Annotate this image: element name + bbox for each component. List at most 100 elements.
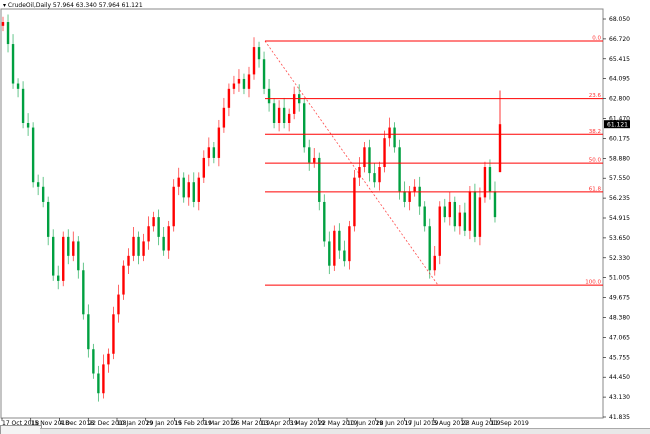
bull-candle [202, 157, 206, 178]
bear-candle [87, 314, 90, 350]
y-tick-label: 64.095 [609, 76, 630, 83]
bear-candle [453, 201, 457, 227]
bull-candle [207, 147, 211, 158]
y-tick-label: 49.675 [609, 295, 630, 302]
bear-candle [46, 201, 50, 237]
y-tick-label: 41.835 [609, 414, 630, 421]
bear-candle [36, 182, 40, 187]
y-tick-label: 45.755 [609, 354, 630, 361]
x-tick-label: 17 Oct 2018 [2, 420, 39, 427]
y-tick-label: 66.720 [609, 36, 630, 43]
bear-candle [157, 217, 160, 237]
x-tick-label: 10 Jan 2019 [117, 420, 153, 427]
bull-candle [433, 255, 436, 271]
bull-candle [1, 22, 5, 26]
x-tick-label: 5 Aug 2019 [433, 420, 468, 427]
bear-candle [212, 147, 216, 158]
bull-candle [348, 226, 351, 262]
bear-candle [31, 127, 35, 183]
bear-candle [26, 122, 30, 128]
bull-candle [117, 294, 120, 315]
bull-candle [232, 83, 236, 89]
chart-title: ▾ CrudeOil,Daily 57.964 63.340 57.964 61… [3, 2, 143, 9]
bear-candle [192, 182, 195, 202]
y-tick-label: 61.470 [609, 116, 630, 123]
bull-candle [483, 167, 487, 198]
bear-candle [6, 22, 10, 45]
x-tick-label: 26 Mar 2019 [232, 420, 270, 427]
bear-candle [21, 88, 25, 123]
y-tick-label: 56.235 [609, 195, 630, 202]
bull-candle [353, 177, 356, 227]
y-tick-label: 60.175 [609, 135, 630, 142]
bull-candle [498, 124, 502, 173]
horizontal-scrollbar[interactable] [40, 428, 650, 434]
bull-candle [333, 230, 336, 266]
bull-candle [62, 236, 65, 281]
bull-candle [358, 167, 361, 178]
bear-candle [242, 78, 246, 89]
y-tick-label: 65.415 [609, 56, 630, 63]
bear-candle [428, 226, 431, 271]
y-tick-label: 47.065 [609, 334, 630, 341]
bear-candle [338, 230, 341, 251]
bear-candle [488, 167, 492, 192]
bull-candle [383, 138, 386, 168]
current-price-label: 61.121 [607, 121, 628, 128]
x-tick-label: 7 Mar 2019 [203, 420, 237, 427]
bull-candle [107, 353, 110, 365]
bull-candle [247, 74, 251, 89]
bear-candle [318, 157, 321, 202]
bear-candle [267, 88, 271, 104]
bull-candle [142, 241, 145, 256]
bear-candle [262, 59, 266, 89]
bull-candle [127, 255, 130, 266]
bear-candle [423, 206, 426, 227]
x-tick-label: 22 Dec 2018 [88, 420, 127, 427]
y-tick-label: 43.130 [609, 394, 630, 401]
bull-candle [197, 177, 200, 202]
y-tick-label: 57.550 [609, 175, 630, 182]
x-tick-label: 3 May 2019 [290, 420, 325, 427]
bear-candle [82, 270, 85, 315]
bull-candle [287, 113, 291, 123]
bull-candle [408, 191, 411, 202]
bull-candle [167, 226, 170, 251]
bear-candle [97, 373, 100, 394]
bull-candle [112, 314, 115, 354]
bear-candle [398, 147, 401, 192]
chart-frame [0, 8, 604, 419]
x-tick-label: 23 Aug 2019 [462, 420, 501, 427]
bear-candle [473, 191, 477, 237]
y-tick-label: 52.330 [609, 255, 630, 262]
triangle-down-icon[interactable]: ▾ [3, 2, 8, 9]
bull-candle [227, 88, 231, 108]
bear-candle [308, 147, 311, 163]
bull-candle [152, 217, 155, 227]
bear-candle [282, 107, 286, 123]
bull-candle [132, 236, 135, 256]
bull-candle [468, 191, 472, 231]
fibonacci-level-label: 100.0 [585, 280, 601, 286]
x-tick-label: 15 Nov 2018 [31, 420, 70, 427]
y-tick-label: 58.880 [609, 155, 630, 162]
bear-candle [303, 103, 306, 148]
bull-candle [448, 201, 451, 218]
x-tick-label: 15 Feb 2019 [175, 420, 213, 427]
bear-candle [272, 103, 276, 123]
bull-candle [313, 157, 316, 163]
bear-candle [403, 191, 406, 202]
bear-candle [92, 349, 95, 374]
bear-candle [323, 201, 326, 242]
y-tick-label: 44.450 [609, 374, 630, 381]
bear-candle [328, 241, 331, 266]
x-tick-label: 4 Dec 2018 [60, 420, 95, 427]
bear-candle [373, 173, 376, 183]
y-tick-label: 53.650 [609, 235, 630, 242]
y-tick-label: 68.050 [609, 16, 630, 23]
bull-candle [222, 107, 226, 128]
x-tick-label: 22 May 2019 [318, 420, 357, 427]
fibonacci-level-label: 23.6 [589, 93, 602, 99]
fibonacci-level-label: 50.0 [589, 158, 602, 164]
